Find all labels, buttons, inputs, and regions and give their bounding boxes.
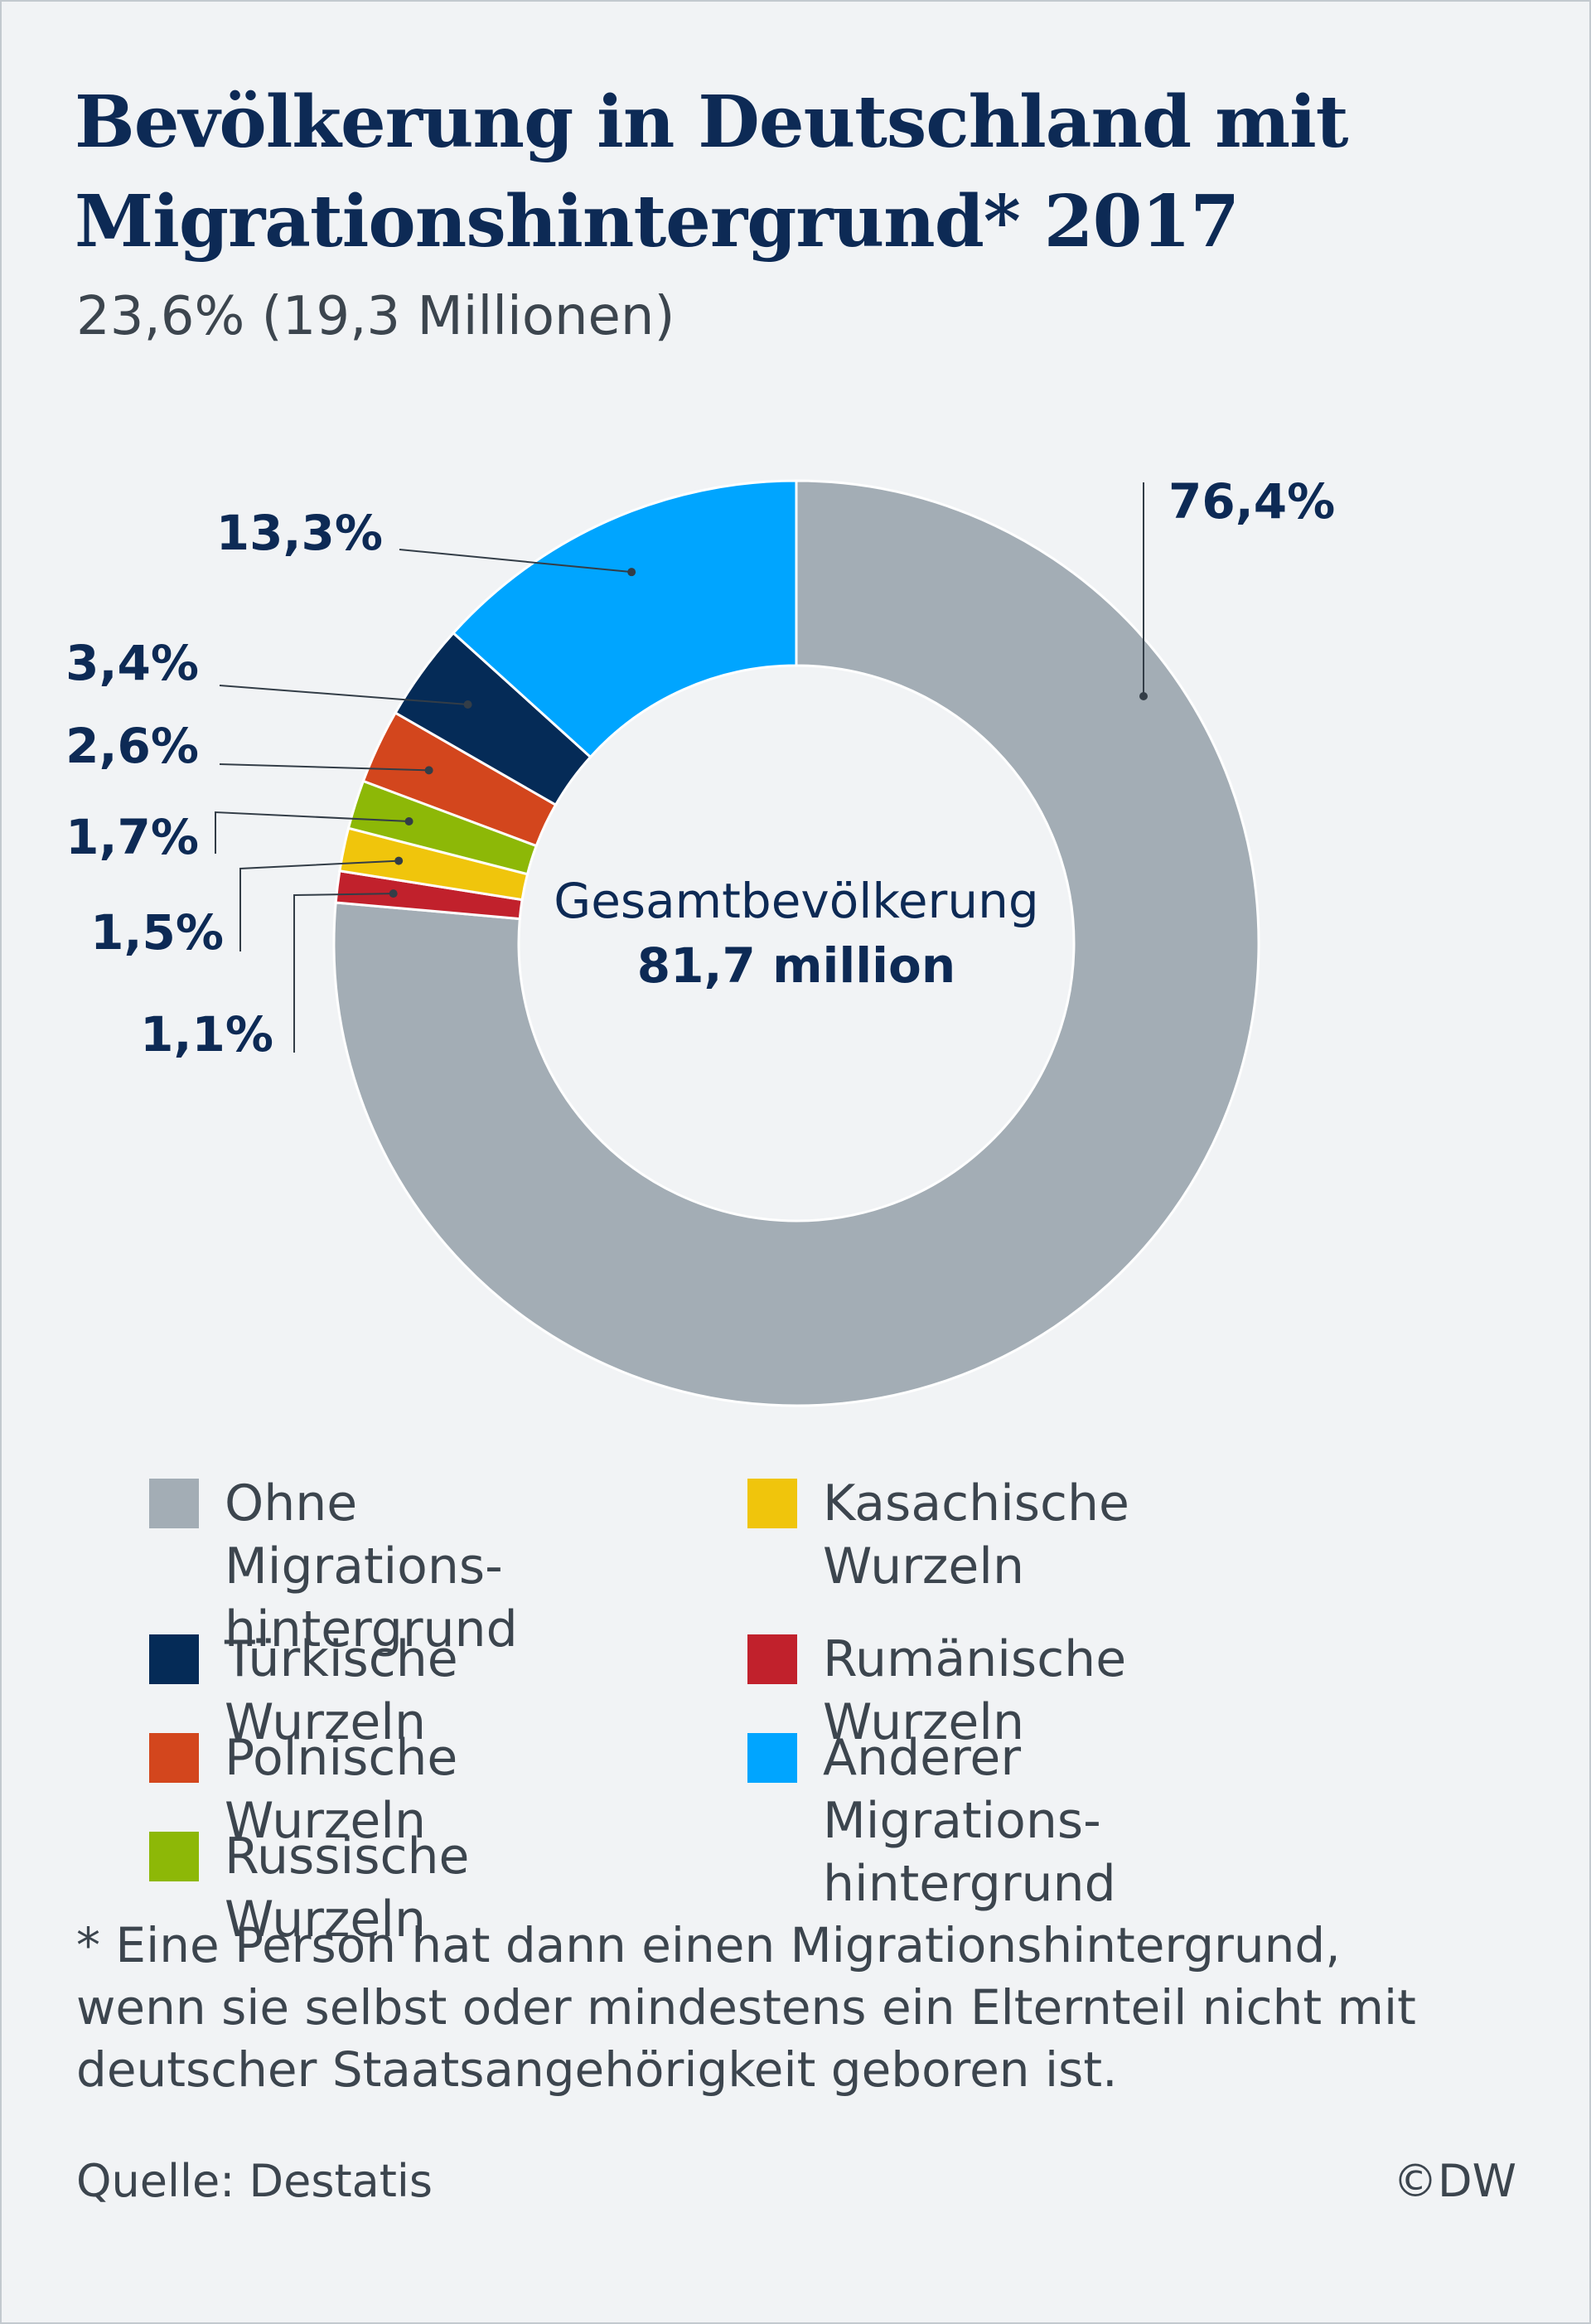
copyright: ©DW — [1393, 2155, 1516, 2207]
legend-label-kasachische: Kasachische Wurzeln — [823, 1474, 1129, 1595]
legend-item-ohne: Ohne Migrations-hintergrund — [149, 1472, 518, 1661]
slice-anderer — [451, 479, 798, 759]
label-tuerkische: 3,4% — [65, 635, 199, 691]
legend-swatch-ohne — [149, 1479, 199, 1528]
legend-item-rumaenische: Rumänische Wurzeln — [747, 1628, 1126, 1754]
legend-item-russische: Russische Wurzeln — [149, 1825, 469, 1951]
leader-dot-tuerkische — [463, 700, 472, 709]
label-rumaenische: 1,1% — [140, 1006, 273, 1063]
donut-slices — [332, 479, 1260, 1407]
legend-label-rumaenische: Rumänische Wurzeln — [823, 1630, 1127, 1751]
legend-swatch-rumaenische — [747, 1634, 797, 1684]
footnote: * Eine Person hat dann einen Migrationsh… — [76, 1915, 1535, 2101]
leader-rumaenische — [293, 893, 394, 1053]
donut-chart: 76,4% 13,3% 3,4% 2,6% 1,7% 1,5% 1,1% Gesamtbev… — [65, 473, 1335, 1407]
center-value: 81,7 million — [637, 937, 955, 994]
legend-swatch-anderer — [747, 1733, 797, 1783]
leader-dot-anderer — [627, 568, 636, 577]
legend-label-tuerkische: Türkische Wurzeln — [225, 1630, 458, 1751]
legend-swatch-russische — [149, 1832, 199, 1881]
leader-polnische — [219, 763, 429, 772]
leader-dot-kasachische — [394, 856, 404, 865]
label-polnische: 2,6% — [65, 718, 199, 774]
legend-label-russische: Russische Wurzeln — [225, 1828, 470, 1949]
legend-label-ohne: Ohne Migrations-hintergrund — [225, 1474, 518, 1658]
source-note: Quelle: Destatis — [76, 2155, 433, 2207]
leader-dot-ohne — [1139, 692, 1148, 700]
leader-dot-rumaenische — [389, 889, 398, 898]
legend-item-kasachische: Kasachische Wurzeln — [747, 1472, 1129, 1598]
footnote-line-3: deutscher Staatsangehörigkeit geboren is… — [76, 2041, 1118, 2098]
leader-lines — [215, 482, 1148, 1053]
slice-labels: 76,4% 13,3% 3,4% 2,6% 1,7% 1,5% 1,1% — [65, 473, 1335, 1063]
legend-item-anderer: Anderer Migrations-hintergrund — [747, 1726, 1116, 1915]
legend-swatch-polnische — [149, 1733, 199, 1783]
leader-anderer — [399, 549, 632, 574]
title-line-1: Bevölkerung in Deutschland mit — [75, 80, 1349, 164]
leader-russische — [215, 811, 409, 854]
title-line-2: Migrationshintergrund* 2017 — [75, 180, 1240, 264]
legend-item-polnische: Polnische Wurzeln — [149, 1726, 457, 1852]
leader-dot-russische — [404, 816, 413, 826]
leader-tuerkische — [219, 685, 468, 705]
footnote-line-1: * Eine Person hat dann einen Migrationsh… — [76, 1917, 1341, 1973]
label-russische: 1,7% — [65, 809, 199, 865]
chart-subtitle: 23,6% (19,3 Millionen) — [76, 286, 675, 347]
footnote-line-2: wenn sie selbst oder mindestens ein Elte… — [76, 1979, 1416, 2036]
center-label: Gesamtbevölkerung — [554, 873, 1038, 929]
chart-title: Bevölkerung in Deutschland mit Migration… — [75, 73, 1483, 272]
slice-ohne — [332, 479, 1260, 1407]
legend-swatch-tuerkische — [149, 1634, 199, 1684]
label-ohne: 76,4% — [1168, 473, 1335, 530]
label-anderer: 13,3% — [216, 505, 383, 561]
legend-swatch-kasachische — [747, 1479, 797, 1528]
leader-kasachische — [239, 859, 399, 951]
label-kasachische: 1,5% — [90, 904, 224, 961]
leader-dot-polnische — [424, 766, 433, 775]
legend-item-tuerkische: Türkische Wurzeln — [149, 1628, 458, 1754]
legend-label-polnische: Polnische Wurzeln — [225, 1729, 458, 1850]
legend-label-anderer: Anderer Migrations-hintergrund — [823, 1729, 1116, 1913]
